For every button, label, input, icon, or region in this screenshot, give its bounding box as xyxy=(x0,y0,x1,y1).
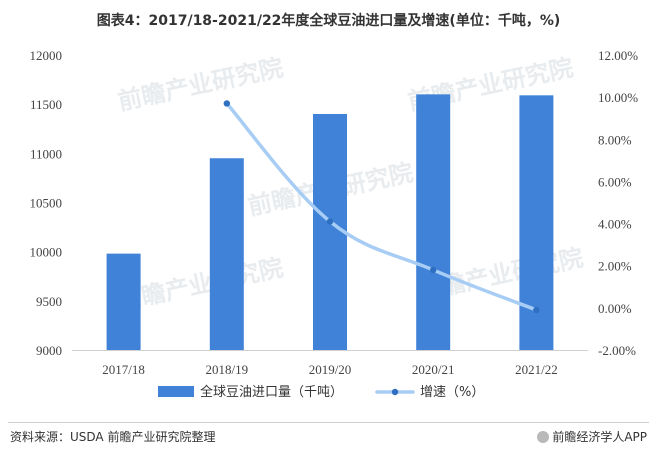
watermark-layer: 前瞻产业研究院前瞻产业研究院前瞻产业研究院前瞻产业研究院前瞻产业研究院 xyxy=(115,54,585,316)
bar xyxy=(106,253,141,350)
line-point xyxy=(326,218,334,225)
y-right-tick-label: 10.00% xyxy=(598,90,638,105)
x-axis: 2017/18 2018/19 2019/20 2020/21 2021/22 xyxy=(102,362,557,377)
y-left-tick-label: 10500 xyxy=(30,196,63,211)
footer-divider xyxy=(8,422,649,423)
legend-label-line: 增速（%） xyxy=(420,385,484,400)
x-tick-label: 2017/18 xyxy=(102,362,145,377)
line-series xyxy=(223,100,540,314)
brand-credit: 前瞻经济学人APP xyxy=(537,428,647,445)
y-left-tick-label: 11500 xyxy=(30,97,62,112)
y-left-tick-label: 9000 xyxy=(36,343,62,358)
brand-logo-icon xyxy=(537,431,550,443)
watermark-text: 前瞻产业研究院 xyxy=(115,254,285,316)
line-point xyxy=(223,100,230,107)
bar xyxy=(416,94,451,350)
y-right-tick-label: 2.00% xyxy=(598,259,632,274)
y-right-tick-label: -2.00% xyxy=(598,343,636,358)
y-right-tick-label: 0.00% xyxy=(598,301,632,316)
x-tick-label: 2021/22 xyxy=(515,362,558,377)
chart: 前瞻产业研究院前瞻产业研究院前瞻产业研究院前瞻产业研究院前瞻产业研究院 9000… xyxy=(30,48,639,400)
brand-credit-label: 前瞻经济学人APP xyxy=(552,430,647,444)
x-tick-label: 2019/20 xyxy=(309,362,352,377)
y-axis-left: 9000 9500 10000 10500 11000 11500 12000 xyxy=(30,48,63,358)
y-left-tick-label: 11000 xyxy=(30,146,62,161)
source-note: 资料来源：USDA 前瞻产业研究院整理 xyxy=(10,430,216,444)
watermark-text: 前瞻产业研究院 xyxy=(115,54,285,116)
line-point xyxy=(533,306,540,314)
y-left-tick-label: 10000 xyxy=(30,245,63,260)
y-right-tick-label: 12.00% xyxy=(598,48,638,63)
line-point xyxy=(430,266,437,274)
legend-label-bar: 全球豆油进口量（千吨） xyxy=(200,384,343,400)
x-tick-label: 2020/21 xyxy=(412,362,455,377)
legend-swatch-bar xyxy=(158,386,194,397)
y-axis-right: -2.00% 0.00% 2.00% 4.00% 6.00% 8.00% 10.00% 12.… xyxy=(598,48,638,358)
line-series-path xyxy=(225,101,539,312)
y-left-tick-label: 12000 xyxy=(30,48,63,63)
y-right-tick-label: 8.00% xyxy=(598,132,632,147)
y-right-tick-label: 6.00% xyxy=(598,174,632,189)
y-left-tick-label: 9500 xyxy=(36,294,62,309)
chart-title: 图表4：2017/18-2021/22年度全球豆油进口量及增速(单位：千吨，%) xyxy=(96,13,561,29)
x-tick-label: 2018/19 xyxy=(205,362,248,377)
legend: 全球豆油进口量（千吨） 增速（%） xyxy=(158,384,484,400)
bar xyxy=(209,158,244,350)
legend-swatch-marker xyxy=(391,388,399,396)
y-right-tick-label: 4.00% xyxy=(598,217,632,232)
